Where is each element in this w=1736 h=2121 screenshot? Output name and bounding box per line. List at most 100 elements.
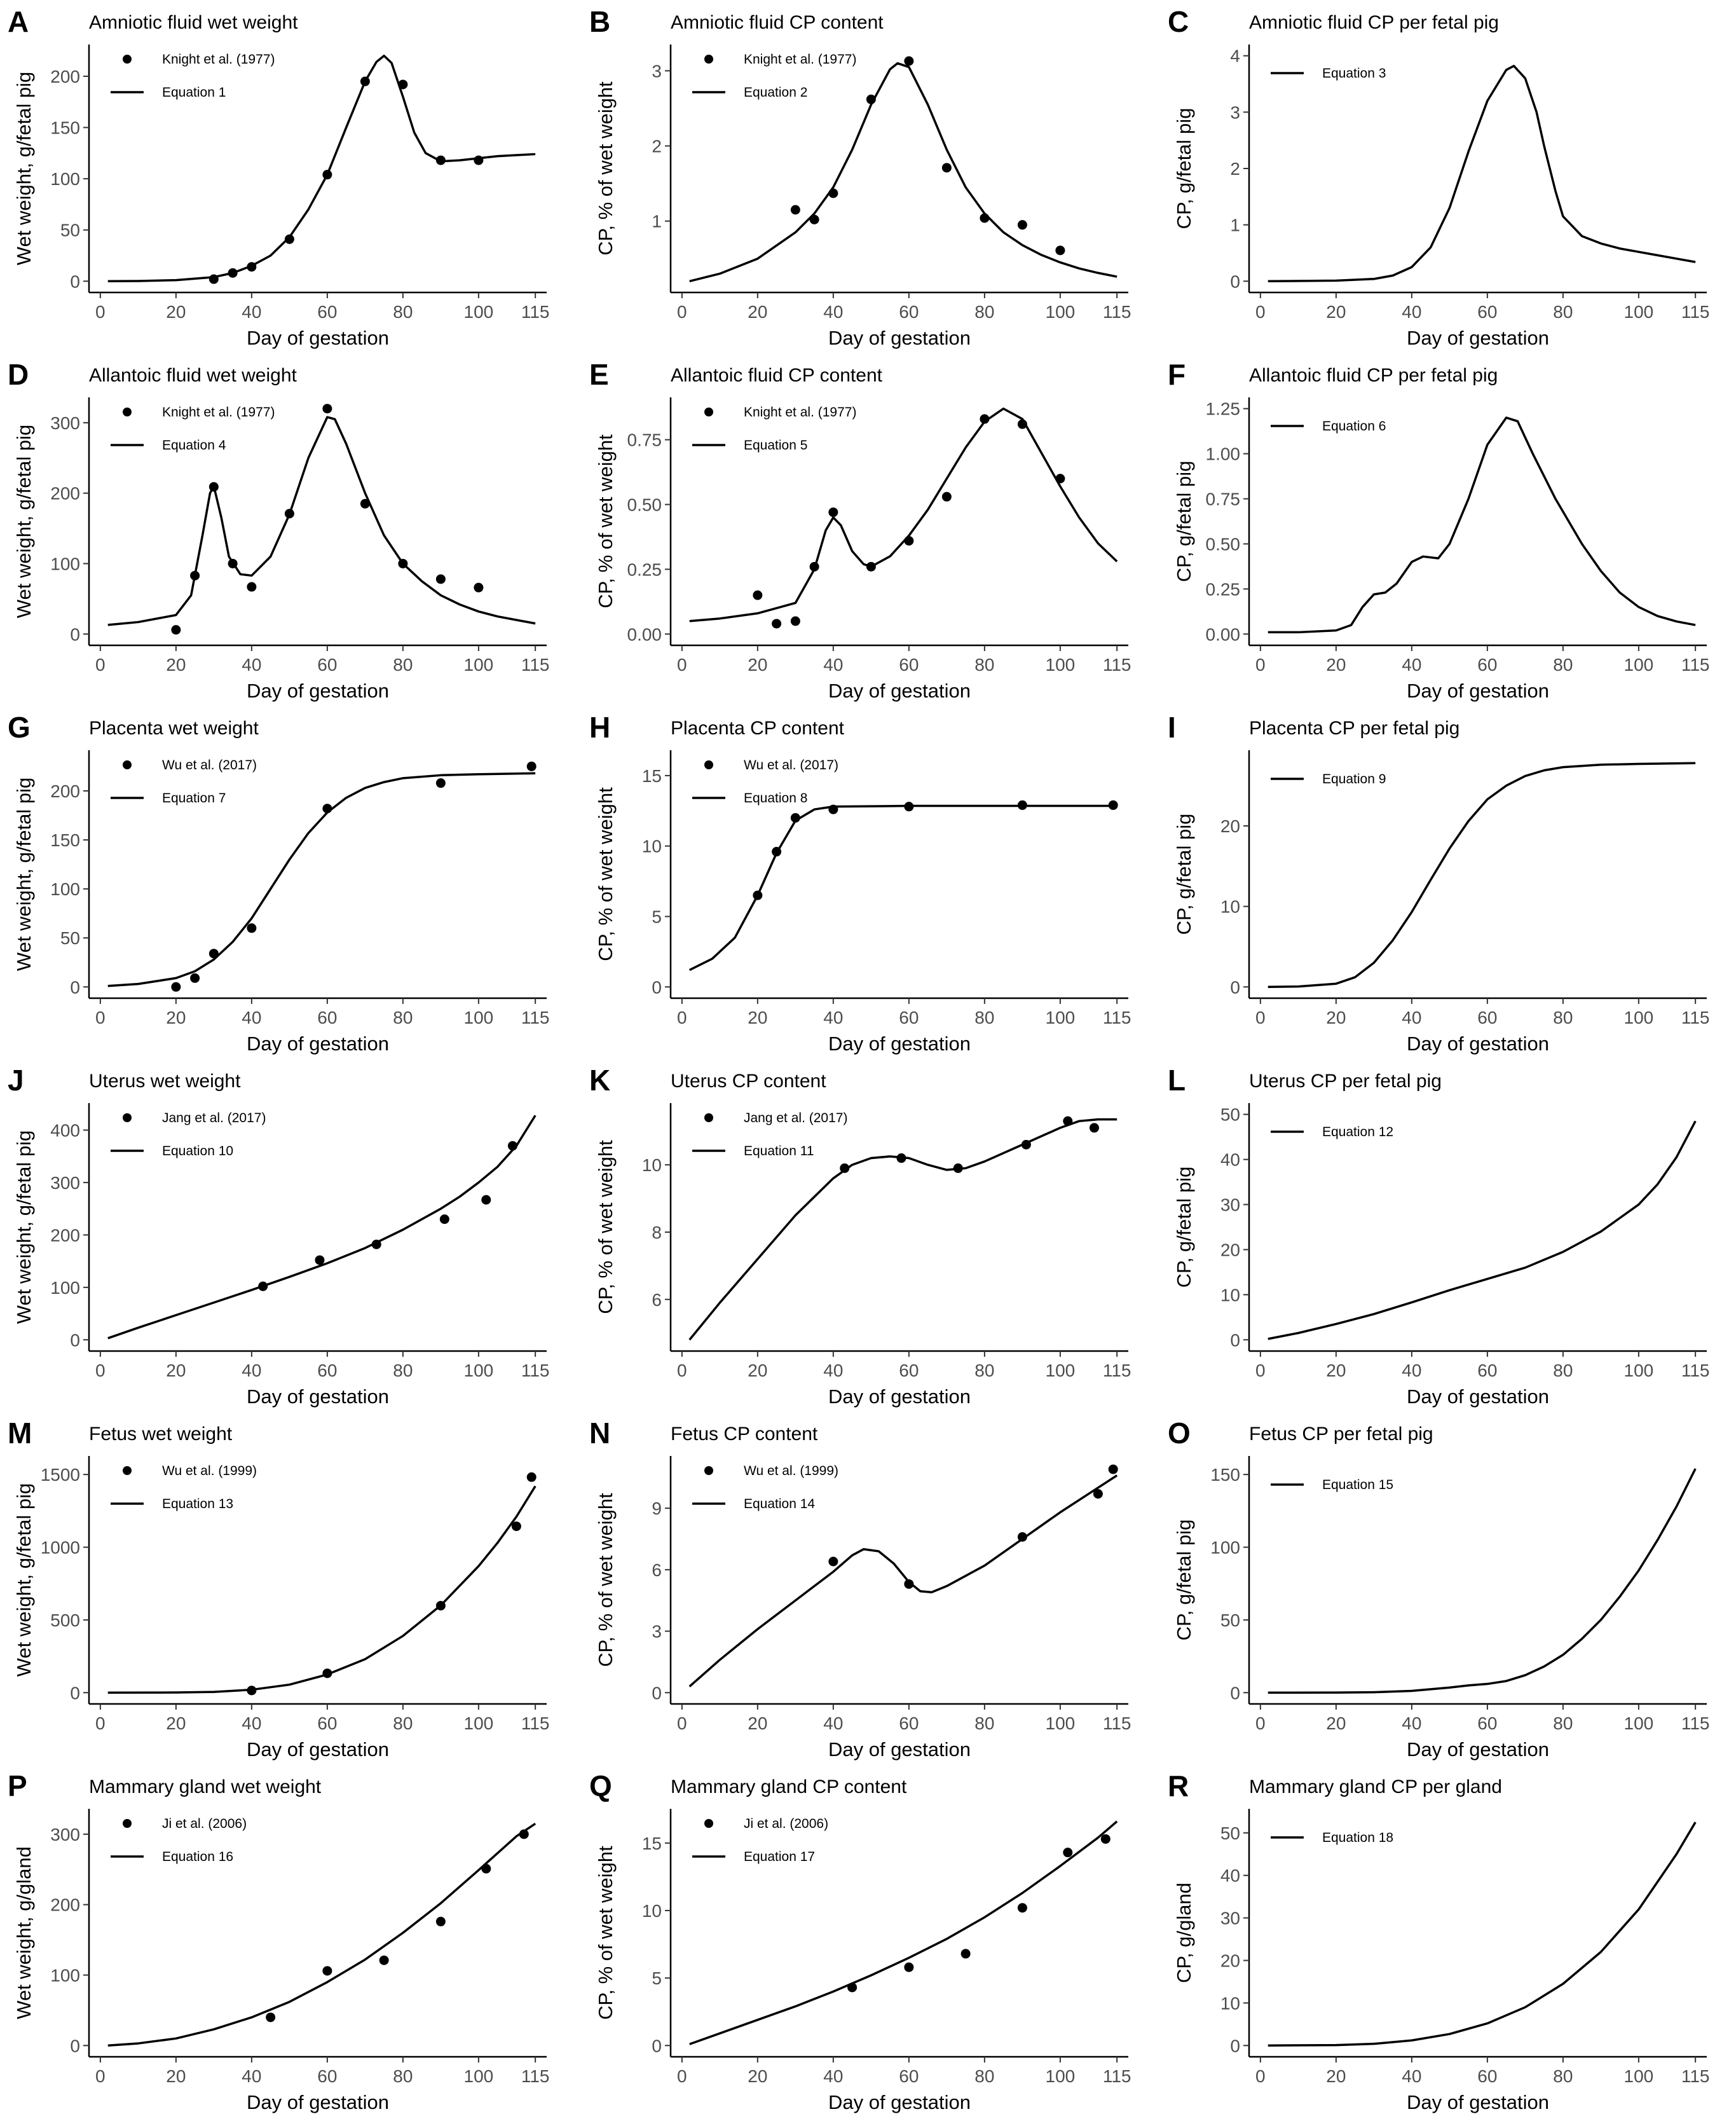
x-tick-label: 20: [748, 1361, 767, 1380]
legend-line-label: Equation 2: [744, 85, 807, 100]
data-point: [511, 1521, 521, 1532]
legend-line-label: Equation 14: [744, 1497, 815, 1511]
y-tick-label: 0.75: [1206, 490, 1241, 509]
x-tick-label: 100: [464, 1008, 494, 1027]
x-tick-label: 40: [242, 302, 261, 322]
data-point: [398, 79, 408, 90]
y-tick-label: 15: [642, 1834, 662, 1853]
x-tick-label: 60: [317, 1008, 337, 1027]
x-tick-label: 20: [748, 1008, 767, 1027]
x-tick-label: 0: [95, 655, 106, 675]
x-tick-label: 100: [1046, 2066, 1076, 2086]
y-tick-label: 100: [50, 1965, 80, 1985]
panel-a: A Amniotic fluid wet weight 0 20 40 60 80 100 11…: [8, 5, 549, 349]
panel-title: Mammary gland CP content: [671, 1776, 907, 1797]
x-tick-label: 60: [1477, 1008, 1497, 1027]
x-axis-label: Day of gestation: [828, 1033, 971, 1055]
data-point: [1093, 1489, 1103, 1499]
y-tick-label: 0.50: [1206, 534, 1241, 554]
data-point: [866, 561, 876, 572]
legend-point-key: [123, 760, 132, 769]
x-axis-label: Day of gestation: [1407, 1385, 1549, 1408]
data-point: [828, 188, 838, 198]
x-tick-label: 80: [393, 302, 413, 322]
y-tick-label: 0: [70, 977, 80, 997]
y-tick-label: 150: [1210, 1465, 1240, 1485]
x-tick-label: 115: [521, 655, 550, 675]
y-tick-label: 0: [652, 1683, 662, 1703]
data-point: [1017, 220, 1027, 230]
fitted-curve: [107, 1115, 537, 1340]
x-tick-label: 115: [1103, 1008, 1131, 1027]
y-tick-label: 0: [1230, 977, 1240, 997]
x-tick-label: 0: [95, 1713, 106, 1733]
y-tick-label: 0.00: [1206, 624, 1241, 644]
y-tick-label: 2: [652, 137, 662, 156]
x-tick-label: 100: [464, 2066, 494, 2086]
data-point: [980, 213, 990, 223]
fitted-curve: [688, 1118, 1117, 1341]
panel-title: Fetus CP per fetal pig: [1249, 1424, 1433, 1445]
data-point: [266, 2012, 276, 2022]
x-tick-label: 100: [1624, 1361, 1654, 1380]
x-tick-label: 60: [1477, 2066, 1497, 2086]
y-tick-label: 400: [50, 1120, 80, 1140]
x-tick-label: 60: [1477, 1713, 1497, 1733]
y-tick-label: 200: [50, 1225, 80, 1245]
x-tick-label: 100: [464, 1713, 494, 1733]
y-tick-label: 0: [70, 1683, 80, 1703]
data-point: [809, 214, 819, 224]
legend-points-label: Wu et al. (1999): [744, 1464, 838, 1478]
panel-p: P Mammary gland wet weight 0 20 40 60 80 100 115…: [8, 1769, 549, 2113]
data-point: [379, 1955, 389, 1965]
legend-points-label: Knight et al. (1977): [162, 52, 275, 67]
x-tick-label: 60: [317, 1713, 337, 1733]
legend-line-label: Equation 3: [1322, 66, 1386, 81]
x-tick-label: 20: [166, 655, 186, 675]
panel-letter: N: [589, 1417, 610, 1450]
y-tick-label: 150: [50, 118, 80, 138]
x-tick-label: 40: [1402, 2066, 1421, 2086]
x-tick-label: 115: [521, 1008, 550, 1027]
data-point: [322, 1668, 332, 1678]
y-tick-label: 50: [1220, 1823, 1240, 1843]
panel-letter: R: [1168, 1769, 1189, 1802]
x-axis-label: Day of gestation: [828, 327, 971, 349]
panel-e: E Allantoic fluid CP content 0 20 40 60 80 100 1…: [589, 358, 1131, 702]
data-point: [1108, 1464, 1118, 1474]
y-tick-label: 200: [50, 1895, 80, 1915]
legend-line-label: Equation 10: [162, 1144, 233, 1158]
x-tick-label: 100: [1624, 655, 1654, 675]
y-tick-label: 200: [50, 781, 80, 801]
y-tick-label: 20: [1220, 1240, 1240, 1260]
legend-point-key: [123, 1466, 132, 1475]
legend-line-label: Equation 9: [1322, 772, 1386, 786]
panel-letter: A: [8, 5, 29, 38]
y-tick-label: 50: [60, 928, 80, 948]
x-tick-label: 100: [1046, 1008, 1076, 1027]
x-tick-label: 115: [1103, 302, 1131, 322]
x-axis-label: Day of gestation: [247, 680, 389, 702]
y-tick-label: 300: [50, 413, 80, 433]
panel-title: Uterus CP per fetal pig: [1249, 1071, 1442, 1092]
panel-title: Fetus CP content: [671, 1424, 818, 1445]
x-tick-label: 40: [823, 2066, 843, 2086]
x-tick-label: 80: [1553, 1008, 1573, 1027]
data-point: [474, 155, 484, 165]
data-point: [904, 536, 914, 546]
x-tick-label: 80: [393, 1008, 413, 1027]
data-point: [228, 558, 238, 568]
x-axis-label: Day of gestation: [828, 1738, 971, 1761]
data-point: [1055, 474, 1065, 484]
y-tick-label: 0: [1230, 2036, 1240, 2056]
x-tick-label: 80: [1553, 302, 1573, 322]
x-tick-label: 60: [899, 2066, 919, 2086]
panel-letter: H: [589, 711, 610, 744]
y-axis-label: CP, % of wet weight: [594, 1846, 617, 2020]
y-tick-label: 3: [652, 1622, 662, 1642]
x-tick-label: 100: [1624, 1008, 1654, 1027]
data-point: [953, 1163, 963, 1173]
data-point: [526, 761, 537, 771]
